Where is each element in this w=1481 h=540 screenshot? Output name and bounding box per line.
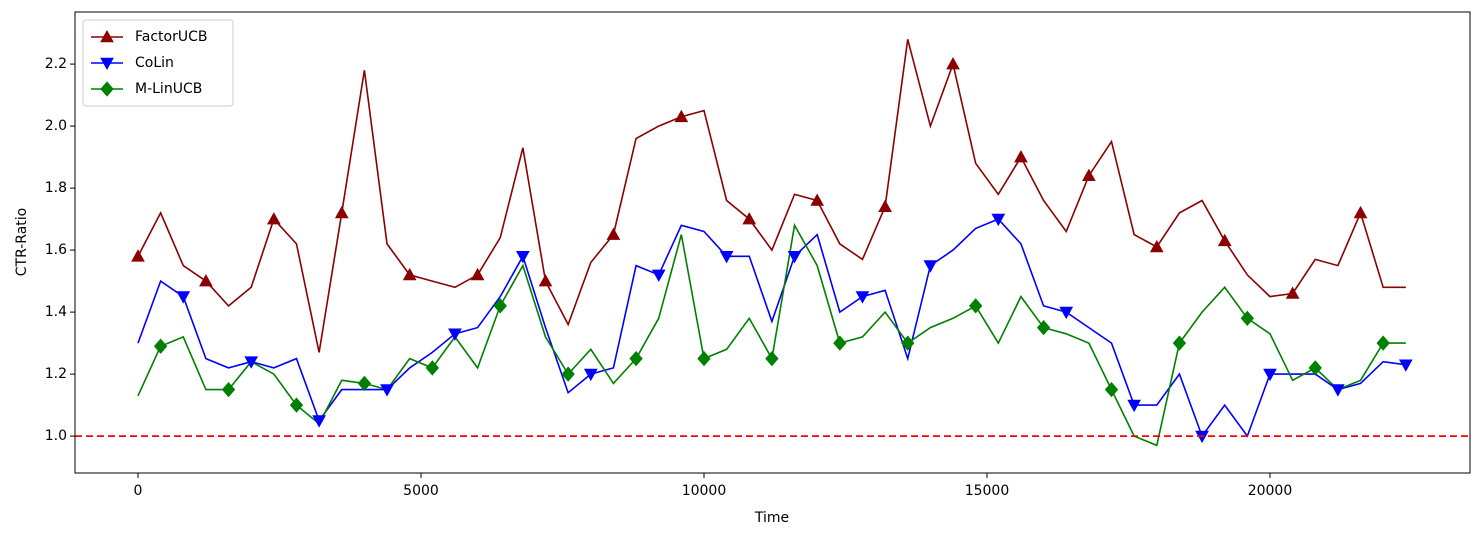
plot-area bbox=[131, 39, 1413, 447]
series-marker bbox=[244, 356, 259, 369]
series-marker bbox=[606, 227, 621, 240]
series-marker bbox=[538, 274, 553, 287]
series-marker bbox=[153, 338, 168, 354]
series-marker bbox=[493, 298, 507, 314]
legend-label: M-LinUCB bbox=[135, 81, 202, 97]
series-marker bbox=[674, 109, 689, 123]
series-marker bbox=[266, 212, 281, 225]
y-tick-label: 1.0 bbox=[45, 428, 67, 444]
series-marker bbox=[765, 350, 779, 367]
series-marker bbox=[1014, 150, 1028, 163]
series-marker bbox=[131, 249, 145, 262]
series-marker bbox=[1059, 306, 1074, 320]
legend-label: CoLin bbox=[135, 55, 174, 71]
series-marker bbox=[1240, 310, 1255, 326]
series-marker bbox=[425, 360, 439, 376]
series-marker bbox=[855, 291, 870, 304]
y-tick-label: 1.4 bbox=[45, 304, 67, 320]
plot-frame bbox=[74, 11, 1471, 474]
series-marker bbox=[221, 381, 236, 398]
series-marker bbox=[1149, 239, 1164, 253]
series-marker bbox=[357, 375, 372, 392]
x-axis-label: Time bbox=[754, 510, 789, 526]
series-marker bbox=[1263, 368, 1277, 382]
series-marker bbox=[1217, 233, 1232, 247]
y-tick-label: 2.0 bbox=[45, 118, 67, 134]
legend-marker bbox=[100, 57, 114, 71]
series-marker bbox=[583, 368, 598, 382]
series-marker bbox=[1308, 360, 1322, 376]
x-tick-label: 0 bbox=[134, 483, 143, 499]
series-marker bbox=[1082, 168, 1096, 181]
legend-label: FactorUCB bbox=[135, 29, 207, 45]
series-marker bbox=[1104, 381, 1119, 398]
series-marker bbox=[651, 269, 666, 282]
series-marker bbox=[1353, 205, 1368, 219]
series-marker bbox=[176, 291, 191, 304]
x-tick-label: 5000 bbox=[403, 483, 439, 499]
y-axis-label: CTR-Ratio bbox=[14, 208, 30, 276]
series-marker bbox=[312, 415, 326, 428]
series-marker bbox=[289, 397, 304, 413]
series-marker bbox=[334, 205, 349, 219]
legend-box bbox=[82, 19, 234, 107]
series-marker bbox=[742, 212, 757, 225]
series-marker bbox=[969, 298, 983, 314]
y-tick-label: 1.8 bbox=[45, 180, 67, 196]
series-marker bbox=[719, 250, 734, 264]
series-marker bbox=[561, 366, 575, 382]
series-marker bbox=[470, 267, 485, 281]
series-line bbox=[137, 218, 1406, 438]
series-marker bbox=[1331, 384, 1345, 397]
y-tick-label: 2.2 bbox=[45, 56, 67, 72]
series-marker bbox=[946, 57, 960, 70]
series-marker bbox=[810, 193, 825, 206]
series-marker bbox=[901, 335, 915, 351]
series-marker bbox=[787, 250, 802, 264]
series-marker bbox=[833, 335, 847, 351]
series-marker bbox=[629, 350, 643, 367]
series-marker bbox=[516, 250, 530, 264]
series-marker bbox=[1036, 319, 1051, 336]
series-marker bbox=[923, 260, 938, 273]
series-marker bbox=[697, 350, 711, 367]
series-marker bbox=[991, 213, 1006, 227]
series-marker bbox=[1127, 399, 1141, 413]
series-marker bbox=[1285, 286, 1300, 299]
series-line bbox=[137, 222, 1406, 447]
y-tick-label: 1.2 bbox=[45, 366, 67, 382]
legend-marker bbox=[100, 81, 114, 97]
y-tick-label: 1.6 bbox=[45, 242, 67, 258]
series-marker bbox=[199, 274, 213, 287]
x-tick-label: 20000 bbox=[1248, 483, 1293, 499]
series-marker bbox=[878, 199, 892, 212]
series-line bbox=[137, 39, 1406, 353]
series-marker bbox=[1172, 335, 1187, 351]
x-tick-label: 10000 bbox=[682, 483, 727, 499]
series-marker bbox=[1398, 359, 1413, 372]
series-marker bbox=[402, 267, 417, 281]
x-tick-label: 15000 bbox=[965, 483, 1010, 499]
legend-marker bbox=[100, 29, 114, 43]
series-marker bbox=[380, 384, 394, 397]
series-marker bbox=[448, 328, 462, 341]
series-marker bbox=[1376, 335, 1390, 351]
